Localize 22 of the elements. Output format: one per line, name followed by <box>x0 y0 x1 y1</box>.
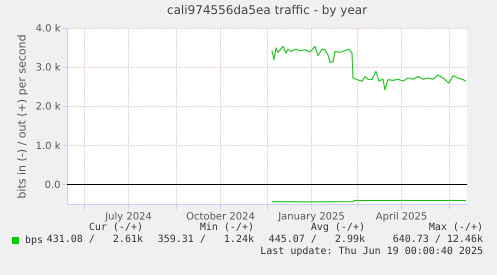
y-tick-label: 1.0 k <box>36 140 61 152</box>
y-tick-label: 3.0 k <box>36 62 61 74</box>
text: 445.07 / 2.99k <box>268 234 365 245</box>
text: 359.31 / 1.24k <box>158 234 254 245</box>
x-tick-label: April 2025 <box>376 212 428 222</box>
y-tick-label: 4.0 k <box>36 24 61 34</box>
text: Max (-/+) <box>428 222 483 233</box>
x-tick-label: July 2024 <box>104 212 152 222</box>
line-series <box>272 46 466 90</box>
text: Cur (-/+) <box>88 222 143 233</box>
text: Avg (-/+) <box>310 222 365 233</box>
text: Min (-/+) <box>200 222 254 233</box>
text: 640.73 / 12.46k <box>392 234 483 245</box>
y-tick-label: 0.0 <box>44 180 60 191</box>
text: 431.08 / 2.61k <box>46 234 143 245</box>
chart-title: cali974556da5ea traffic - by year <box>166 3 368 17</box>
x-tick-label: January 2025 <box>277 212 345 222</box>
x-tick-label: October 2024 <box>186 212 255 222</box>
legend-label: bps <box>25 235 44 246</box>
text: Last update: Thu Jun 19 00:00:40 2025 <box>260 246 483 257</box>
y-tick-label: 2.0 k <box>36 102 61 113</box>
y-axis-title: bits in (-) / out (+) per second <box>16 34 29 199</box>
